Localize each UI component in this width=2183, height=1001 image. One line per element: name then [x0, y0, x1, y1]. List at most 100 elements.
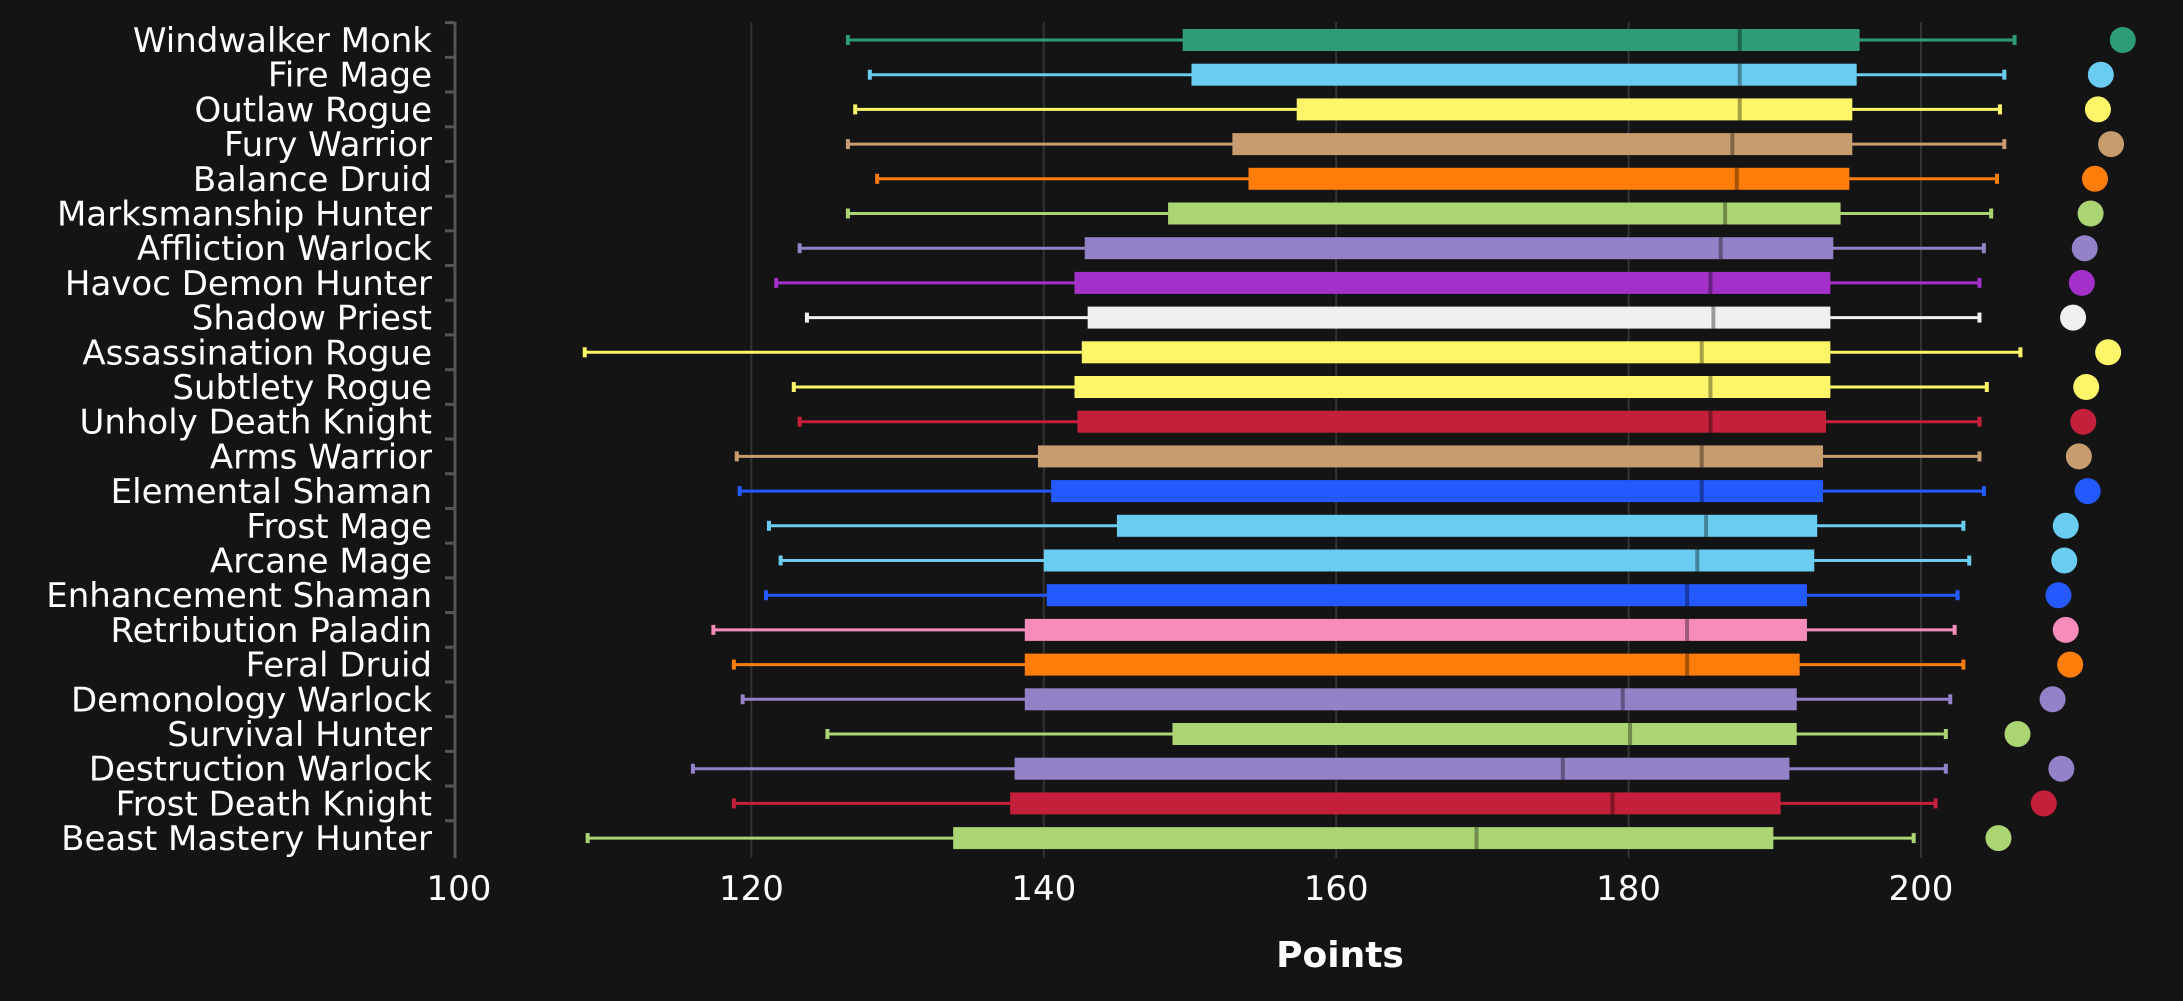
box — [1296, 98, 1853, 121]
x-tick-label: 200 — [1889, 869, 1954, 909]
box-row: Retribution Paladin — [110, 611, 2079, 651]
box — [1043, 549, 1815, 572]
category-label: Marksmanship Hunter — [57, 195, 432, 235]
box — [1168, 202, 1841, 225]
x-tick-label: 120 — [719, 869, 784, 909]
box-row: Outlaw Rogue — [195, 90, 2111, 130]
top-score-dot — [2081, 165, 2108, 192]
box-row: Demonology Warlock — [71, 680, 2066, 720]
box — [1074, 271, 1831, 294]
top-score-dot — [2051, 547, 2078, 574]
top-score-dot — [2077, 200, 2104, 227]
top-score-dot — [2095, 339, 2122, 366]
top-score-dot — [2098, 131, 2125, 158]
box-row: Affliction Warlock — [137, 229, 2098, 269]
box — [1024, 688, 1797, 711]
category-label: Enhancement Shaman — [46, 576, 432, 616]
category-label: Elemental Shaman — [111, 472, 432, 512]
category-label: Fire Mage — [268, 56, 432, 96]
top-score-dot — [2109, 27, 2136, 53]
category-label: Frost Death Knight — [116, 784, 432, 824]
box — [1172, 723, 1797, 745]
top-score-dot — [2073, 374, 2100, 400]
top-score-dot — [2045, 582, 2072, 609]
box-row: Windwalker Monk — [133, 21, 2136, 61]
box — [1081, 341, 1831, 364]
category-label: Demonology Warlock — [71, 680, 432, 720]
category-label: Havoc Demon Hunter — [65, 264, 432, 304]
y-axis — [445, 21, 457, 858]
box — [953, 827, 1774, 850]
box-row: Subtlety Rogue — [172, 368, 2100, 408]
box-row: Assassination Rogue — [82, 333, 2122, 373]
box — [1077, 410, 1826, 433]
box-row: Fire Mage — [268, 56, 2114, 96]
box — [1024, 653, 1800, 676]
top-score-dot — [2052, 512, 2079, 539]
box — [1084, 237, 1834, 260]
category-label: Frost Mage — [246, 507, 432, 547]
top-score-dot — [1985, 825, 2012, 852]
category-label: Affliction Warlock — [137, 229, 432, 269]
top-score-dot — [2004, 721, 2031, 747]
x-tick-label: 140 — [1011, 869, 1076, 909]
category-label: Destruction Warlock — [89, 750, 432, 790]
top-score-dot — [2087, 61, 2114, 88]
top-score-dot — [2030, 790, 2057, 817]
category-label: Outlaw Rogue — [195, 90, 433, 130]
category-label: Balance Druid — [193, 160, 432, 200]
category-label: Fury Warrior — [224, 125, 432, 165]
gridlines — [750, 22, 1922, 858]
box-row: Balance Druid — [193, 160, 2108, 200]
top-score-dot — [2052, 616, 2079, 643]
top-score-dot — [2060, 304, 2087, 331]
category-label: Beast Mastery Hunter — [61, 819, 432, 859]
category-label: Arcane Mage — [210, 542, 432, 582]
box — [1074, 376, 1831, 398]
x-axis-label: Points — [1276, 935, 1404, 976]
box-row: Beast Mastery Hunter — [61, 819, 2012, 859]
box-row: Shadow Priest — [192, 299, 2087, 339]
top-score-dot — [2068, 269, 2095, 296]
x-axis-ticks: 100 120 140 160 180 200 — [427, 869, 1954, 909]
box-row: Fury Warrior — [224, 125, 2125, 165]
top-score-dot — [2070, 408, 2097, 435]
top-score-dot — [2084, 96, 2111, 123]
category-label: Unholy Death Knight — [79, 403, 432, 443]
box-row: Havoc Demon Hunter — [65, 264, 2095, 304]
category-label: Assassination Rogue — [82, 333, 432, 373]
box — [1014, 757, 1790, 780]
top-score-dot — [2074, 478, 2101, 505]
box — [1248, 167, 1850, 190]
box — [1232, 133, 1853, 156]
top-score-dot — [2065, 443, 2092, 470]
box-row: Feral Druid — [246, 646, 2084, 686]
box — [1037, 445, 1824, 468]
box — [1010, 792, 1781, 815]
top-score-dot — [2071, 235, 2098, 262]
category-label: Retribution Paladin — [110, 611, 432, 651]
box-row: Elemental Shaman — [111, 472, 2101, 512]
box — [1087, 306, 1831, 329]
x-tick-label: 180 — [1596, 869, 1661, 909]
category-label: Shadow Priest — [192, 299, 432, 339]
box — [1191, 63, 1857, 86]
box-row: Arms Warrior — [210, 437, 2092, 477]
box — [1182, 29, 1860, 51]
box-row: Frost Mage — [246, 507, 2079, 547]
box — [1116, 514, 1818, 537]
category-label: Survival Hunter — [167, 715, 432, 755]
box-row: Enhancement Shaman — [46, 576, 2072, 616]
top-score-dot — [2048, 755, 2075, 782]
box-row: Destruction Warlock — [89, 750, 2075, 790]
category-label: Feral Druid — [246, 646, 432, 686]
category-label: Windwalker Monk — [133, 21, 432, 61]
x-tick-label: 100 — [427, 869, 492, 909]
box-row: Survival Hunter — [167, 715, 2031, 755]
box — [1024, 618, 1807, 641]
category-label: Subtlety Rogue — [172, 368, 432, 408]
box — [1051, 480, 1824, 503]
box-row: Unholy Death Knight — [79, 403, 2097, 443]
